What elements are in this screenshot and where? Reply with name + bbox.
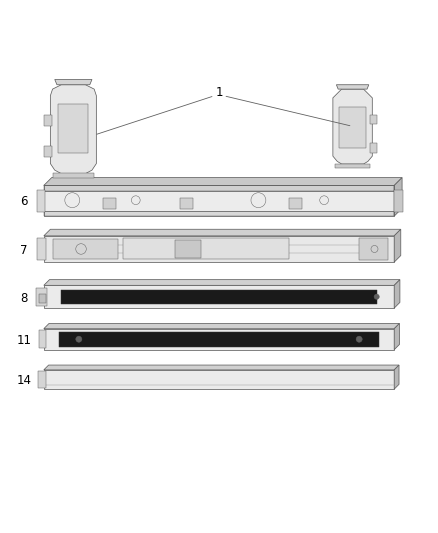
Bar	[38, 371, 46, 388]
Bar	[44, 191, 394, 211]
Bar	[44, 211, 394, 216]
Polygon shape	[394, 280, 400, 308]
Polygon shape	[333, 89, 372, 164]
Bar	[175, 240, 201, 258]
Bar	[36, 287, 47, 306]
Polygon shape	[44, 280, 400, 285]
Bar	[53, 173, 94, 178]
Bar	[58, 104, 88, 152]
Polygon shape	[336, 85, 369, 89]
Bar	[37, 190, 45, 212]
Bar	[37, 238, 46, 260]
Polygon shape	[55, 79, 92, 85]
Polygon shape	[394, 365, 399, 389]
Polygon shape	[44, 324, 399, 329]
Bar	[289, 198, 302, 209]
Bar	[39, 330, 46, 348]
Polygon shape	[394, 229, 401, 262]
Bar	[44, 370, 394, 389]
Bar	[44, 236, 394, 262]
Polygon shape	[394, 177, 402, 216]
Text: 14: 14	[17, 374, 32, 387]
Bar	[53, 239, 118, 259]
Polygon shape	[50, 85, 96, 174]
Bar	[39, 294, 46, 303]
Text: 6: 6	[20, 195, 28, 208]
Bar	[370, 115, 377, 124]
Bar	[44, 285, 394, 308]
Bar	[61, 290, 377, 304]
Polygon shape	[44, 365, 399, 370]
Bar	[339, 107, 366, 148]
Text: 8: 8	[21, 292, 28, 305]
Bar	[44, 185, 394, 216]
Bar	[103, 198, 116, 209]
Text: 7: 7	[20, 244, 28, 257]
Polygon shape	[394, 324, 399, 350]
Bar	[335, 164, 370, 168]
Circle shape	[374, 294, 379, 300]
Text: 1: 1	[215, 86, 223, 99]
Circle shape	[76, 336, 82, 342]
Bar	[44, 115, 52, 126]
Circle shape	[356, 336, 362, 342]
Bar	[370, 143, 377, 152]
Bar	[59, 332, 379, 347]
Bar	[123, 238, 289, 260]
Text: 11: 11	[17, 334, 32, 346]
Bar	[394, 190, 403, 212]
Polygon shape	[44, 229, 401, 236]
Bar	[44, 146, 52, 157]
Bar	[359, 238, 388, 260]
Bar	[180, 198, 193, 209]
Bar	[44, 329, 394, 350]
Bar	[44, 185, 394, 191]
Polygon shape	[44, 177, 402, 185]
